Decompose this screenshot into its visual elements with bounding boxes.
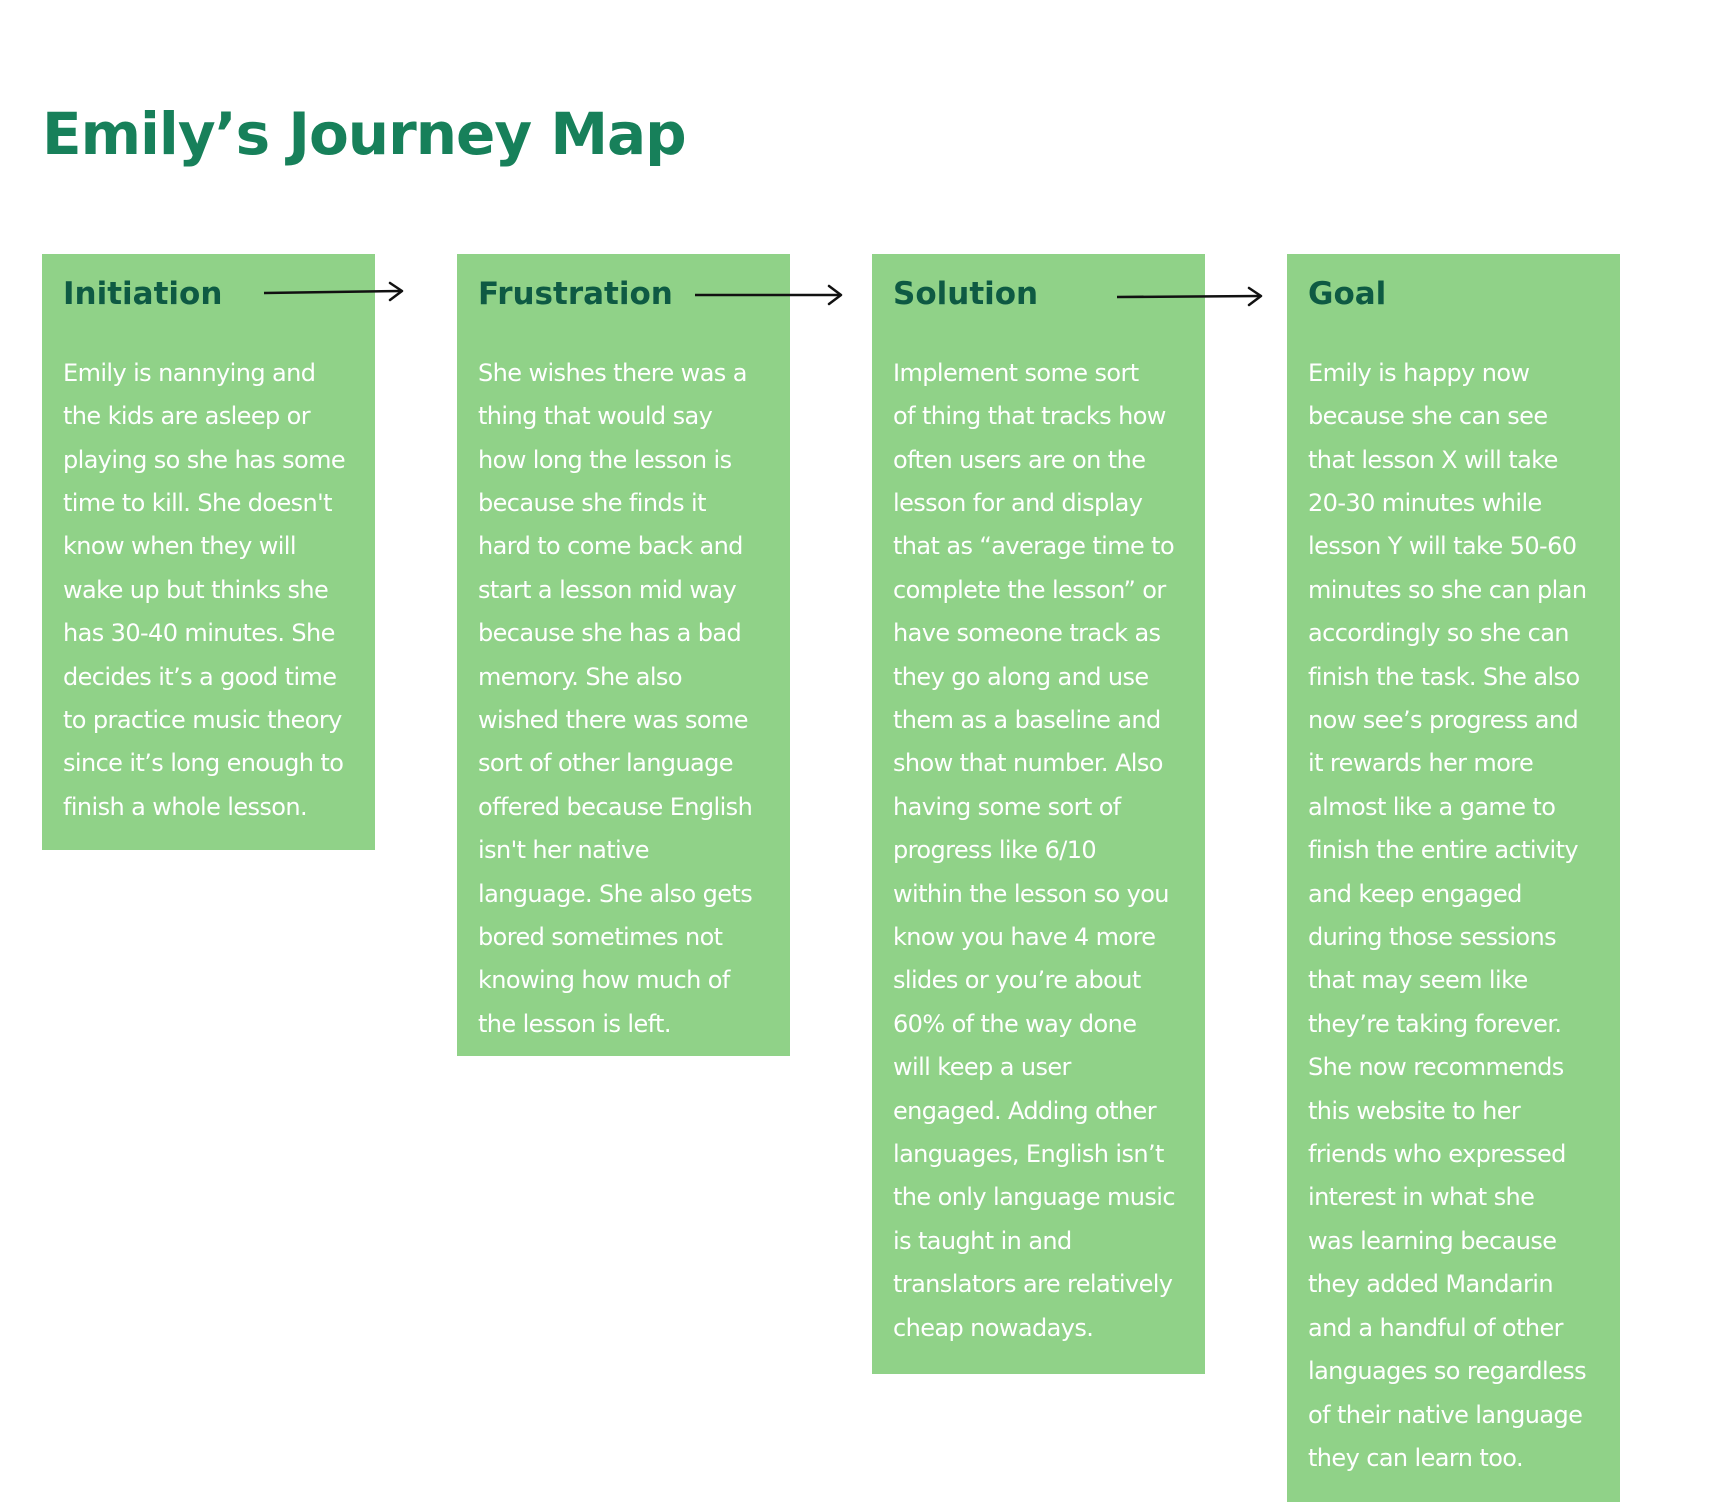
stage-card-solution: Solution Implement some sort of thing th… [872,254,1205,1374]
stage-title: Solution [893,276,1039,312]
stage-card-goal: Goal Emily is happy now because she can … [1287,254,1620,1502]
stage-card-initiation: Initiation Emily is nannying and the kid… [42,254,375,850]
arrow-right-icon [1116,286,1263,307]
stage-description: Implement some sort of thing that tracks… [893,358,1176,1342]
stage-description: Emily is nannying and the kids are aslee… [63,358,346,821]
stage-title: Initiation [63,276,223,312]
stage-title: Goal [1308,276,1387,312]
arrow-right-icon [263,281,404,302]
page-title: Emily’s Journey Map [42,100,687,168]
stage-description: Emily is happy now because she can see t… [1308,358,1587,1472]
stage-card-frustration: Frustration She wishes there was a thing… [457,254,790,1056]
stage-title: Frustration [478,276,673,312]
arrow-right-icon [695,284,843,306]
stage-description: She wishes there was a thing that would … [478,358,753,1038]
